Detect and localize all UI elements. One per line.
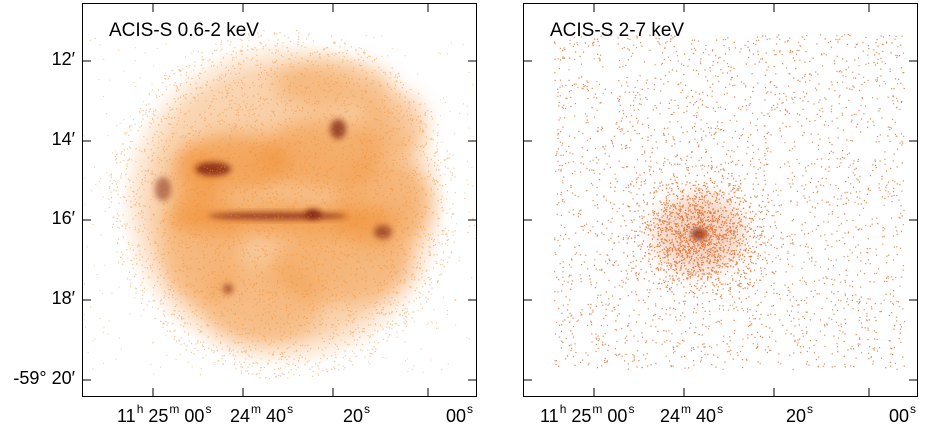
hard-band-panel: ACIS-S 2-7 keV [523, 3, 918, 397]
ra-label-left-1: 11h 25m 00s [117, 402, 212, 426]
ra-label-left-2: 24m 40s [230, 402, 294, 426]
ra-label-right-1: 11h 25m 00s [540, 402, 635, 426]
dec-label-14: 14′ [51, 129, 75, 149]
dec-label-16: 16′ [51, 208, 75, 228]
dec-label-20: -59° 20′ [13, 368, 75, 388]
dec-label-18: 18′ [51, 288, 75, 308]
ra-label-right-2: 24m 40s [660, 402, 724, 426]
hard-band-title: ACIS-S 2-7 keV [550, 20, 685, 41]
ra-label-right-4: 00s [889, 402, 917, 426]
ra-label-right-3: 20s [786, 402, 814, 426]
dec-label-12: 12′ [51, 49, 75, 69]
ra-label-left-4: 00s [446, 402, 474, 426]
ra-label-left-3: 20s [343, 402, 371, 426]
soft-band-title: ACIS-S 0.6-2 keV [109, 20, 259, 41]
soft-band-xray-image [83, 4, 476, 396]
hard-band-xray-image [524, 4, 917, 396]
soft-band-panel: ACIS-S 0.6-2 keV [82, 3, 477, 397]
